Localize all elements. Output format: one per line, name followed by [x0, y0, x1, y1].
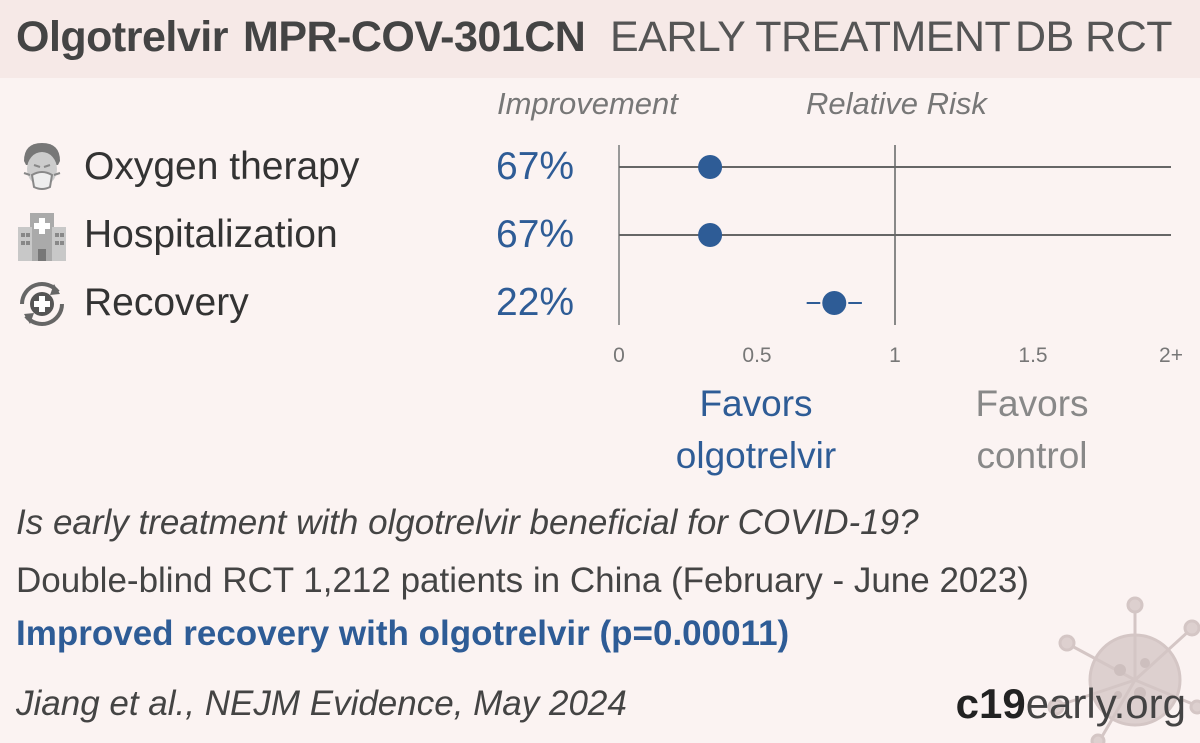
oxygen-mask-person-icon — [23, 143, 61, 190]
improvement-oxygen-therapy: 67% — [496, 145, 575, 188]
point-hospitalization — [698, 223, 723, 247]
outcome-label-recovery: Recovery — [84, 281, 249, 324]
outcome-label-hospitalization: Hospitalization — [84, 213, 338, 256]
logo-regular-part: early.org — [1025, 680, 1186, 727]
relative-risk-column-header: Relative Risk — [806, 86, 987, 121]
title-bar: Olgotrelvir MPR-COV-301CN EARLY TREATMEN… — [0, 0, 1200, 78]
x-tick-label: 0.5 — [742, 344, 771, 367]
logo-bold-part: c19 — [955, 680, 1026, 727]
improvement-recovery: 22% — [496, 281, 575, 324]
x-tick-label: 1 — [889, 344, 901, 367]
x-tick-label: 0 — [613, 344, 625, 367]
virus-icon — [1047, 596, 1200, 743]
outcome-label-oxygen-therapy: Oxygen therapy — [84, 145, 360, 188]
drug-name: Olgotrelvir — [16, 13, 228, 61]
favors-control-line2: control — [976, 435, 1088, 476]
favors-treatment-label: Favors olgotrelvir — [650, 378, 862, 482]
study-description: Double-blind RCT 1,212 patients in China… — [16, 561, 1029, 600]
favors-control-label: Favors control — [940, 378, 1124, 482]
recovery-cross-icon — [20, 282, 64, 326]
site-logo[interactable]: c19early.org — [956, 680, 1186, 728]
treatment-stage: EARLY TREATMENT — [610, 13, 1011, 61]
favors-control-line1: Favors — [975, 383, 1089, 424]
trial-design: DB RCT — [1015, 13, 1173, 61]
citation: Jiang et al., NEJM Evidence, May 2024 — [16, 684, 627, 723]
improvement-hospitalization: 67% — [496, 213, 575, 256]
trial-id: MPR-COV-301CN — [243, 13, 586, 61]
improvement-column-header: Improvement — [497, 86, 678, 121]
x-tick-label: 1.5 — [1018, 344, 1047, 367]
favors-treatment-line1: Favors — [699, 383, 813, 424]
hospital-building-icon — [18, 213, 66, 261]
point-recovery — [822, 291, 847, 315]
favors-treatment-line2: olgotrelvir — [675, 435, 837, 476]
x-tick-label: 2+ — [1159, 344, 1183, 367]
forest-plot: 0 0.5 1 1.5 2+ — [613, 145, 1183, 367]
point-oxygen-therapy — [698, 155, 723, 179]
study-question: Is early treatment with olgotrelvir bene… — [16, 503, 919, 542]
study-conclusion: Improved recovery with olgotrelvir (p=0.… — [16, 614, 790, 653]
